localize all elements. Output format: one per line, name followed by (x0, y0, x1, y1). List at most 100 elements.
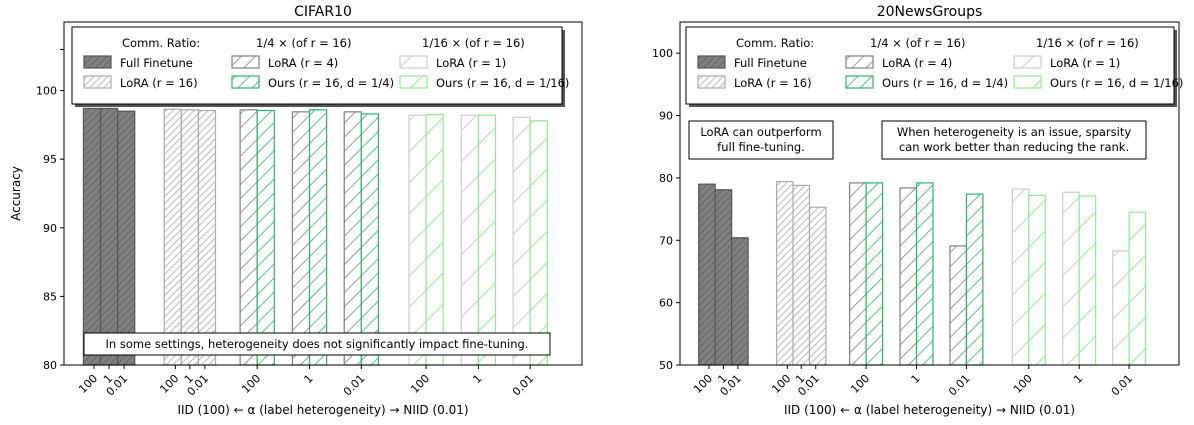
x-tick-label: 1 (302, 372, 316, 386)
bar-lora1-1 (460, 114, 479, 366)
legend-entry-label: LoRA (r = 1) (1050, 56, 1120, 70)
bar-lora16-1 (180, 109, 200, 366)
x-tick-label: 100 (848, 372, 872, 396)
annotation-text: full fine-tuning. (717, 140, 805, 154)
legend: Comm. Ratio: 1/4 × (of r = 16) 1/16 × (of … (71, 26, 569, 107)
legend-swatch-ours4 (231, 75, 260, 89)
x-tick-label: 100 (408, 372, 432, 396)
annotation-box (688, 120, 834, 160)
annotation-text: When heterogeneity is an issue, sparsity (897, 125, 1131, 139)
annotation-box (881, 120, 1147, 160)
bar-lora1-1 (1062, 191, 1080, 366)
bar-lora4-1 (899, 187, 918, 366)
legend-swatch-ours16 (1013, 75, 1042, 89)
legend-entry-label: Full Finetune (734, 56, 807, 70)
y-tick-label: 100 (36, 85, 57, 98)
x-tick-label: 1 (909, 372, 923, 386)
y-tick-label: 100 (652, 47, 673, 60)
bar-ours4-0.01 (965, 193, 984, 366)
bar-ours16-0.01 (1128, 211, 1147, 366)
legend-swatch-ours16 (399, 75, 428, 89)
bar-lora16-1 (792, 184, 811, 366)
x-tick-label: 100 (76, 372, 100, 396)
chart-panel-2: 20NewsGroups 50 60 70 80 90 100 100 1 0.01 100 1 0.0… (652, 4, 1183, 417)
legend-box (71, 26, 563, 105)
bar-ours4-0.01 (360, 113, 380, 366)
y-tick-label: 85 (43, 290, 57, 303)
y-tick-label: 60 (659, 297, 673, 310)
legend-swatch-lora16 (83, 75, 112, 89)
bar-full-0.01 (117, 110, 136, 366)
bar-ours4-100 (865, 182, 884, 366)
bar-lora4-100 (239, 109, 258, 366)
x-tick-label: 1 (1071, 372, 1085, 386)
legend-swatch-lora16 (697, 75, 726, 89)
x-axis-label: IID (100) ← α (label heterogeneity) → NI… (784, 403, 1075, 417)
legend-swatch-full (83, 55, 112, 69)
legend-entry-label: Ours (r = 16, d = 1/4) (882, 76, 1008, 90)
bar-ours4-100 (256, 109, 275, 366)
legend-col-header: 1/4 × (of r = 16) (256, 36, 351, 50)
annotation-text: can work better than reducing the rank. (899, 140, 1129, 154)
x-tick-label: 1 (470, 372, 484, 386)
chart-title: CIFAR10 (294, 4, 352, 20)
bar-full-1 (99, 107, 119, 366)
bar-full-100 (82, 107, 102, 366)
legend-entry-label: LoRA (r = 16) (734, 76, 812, 90)
legend-entry-label: Ours (r = 16, d = 1/16) (1050, 76, 1183, 90)
legend-swatch-lora4 (845, 55, 874, 69)
x-tick-label: 0.01 (341, 372, 368, 399)
bar-lora4-100 (849, 182, 867, 366)
x-tick-label: 0.01 (1109, 372, 1136, 399)
bar-ours16-1 (1078, 195, 1097, 366)
legend-entry-label: LoRA (r = 4) (268, 56, 338, 70)
bar-ours16-100 (425, 114, 444, 366)
bar-lora4-0.01 (343, 111, 362, 366)
annotation-text: LoRA can outperform (700, 125, 821, 139)
legend-swatch-ours4 (845, 75, 874, 89)
bar-ours16-0.01 (529, 120, 548, 366)
chart-panel-1: CIFAR10 80 85 90 95 100 Accuracy 100 1 0.01 100 1 0.… (9, 4, 583, 417)
bar-ours16-1 (477, 114, 497, 366)
legend-entry-label: LoRA (r = 1) (436, 56, 506, 70)
bar-lora16-100 (163, 108, 182, 366)
y-tick-label: 70 (659, 234, 673, 247)
legend-box (685, 26, 1175, 105)
x-tick-label: 100 (1011, 372, 1035, 396)
x-tick-label: 100 (157, 372, 181, 396)
bar-lora1-0.01 (1112, 250, 1130, 366)
bar-lora1-100 (1011, 188, 1030, 366)
bar-full-0.01 (731, 237, 749, 366)
bar-lora1-0.01 (512, 116, 531, 366)
legend-swatch-full (697, 55, 726, 69)
bar-lora16-0.01 (808, 206, 827, 366)
x-tick-label: 100 (691, 372, 715, 396)
bar-lora4-0.01 (949, 245, 968, 366)
y-tick-label: 90 (43, 222, 57, 235)
y-tick-label: 80 (43, 359, 57, 372)
y-tick-label: 95 (43, 153, 57, 166)
annotation-box (83, 332, 551, 356)
legend-col-header: 1/4 × (of r = 16) (870, 36, 965, 50)
bar-full-100 (698, 183, 716, 366)
x-tick-label: 0.01 (946, 372, 973, 399)
bar-lora16-0.01 (197, 109, 217, 366)
legend-entry-label: Full Finetune (120, 56, 193, 70)
bar-lora1-100 (408, 114, 427, 366)
legend-swatch-lora1 (1013, 55, 1042, 69)
legend-comm-ratio-label: Comm. Ratio: (122, 36, 200, 50)
legend-swatch-lora4 (231, 55, 260, 69)
axes-frame (679, 21, 1180, 366)
legend-col-header: 1/16 × (of r = 16) (1036, 36, 1139, 50)
bar-full-1 (714, 189, 733, 366)
y-axis-label: Accuracy (9, 166, 23, 221)
bar-ours4-1 (915, 182, 934, 366)
y-tick-label: 90 (659, 110, 673, 123)
legend-entry-label: LoRA (r = 4) (882, 56, 952, 70)
annotation-text: In some settings, heterogeneity does not… (106, 337, 529, 351)
legend-entry-label: LoRA (r = 16) (120, 76, 198, 90)
bar-ours4-1 (308, 109, 328, 366)
x-tick-label: 100 (769, 372, 793, 396)
